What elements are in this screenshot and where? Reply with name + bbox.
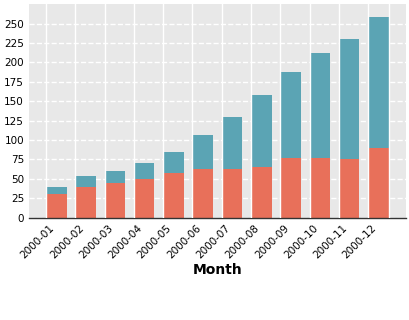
- Bar: [309, 158, 329, 218]
- Bar: [250, 95, 271, 167]
- Bar: [192, 169, 212, 218]
- Bar: [221, 169, 242, 218]
- Bar: [192, 134, 212, 169]
- Bar: [338, 39, 359, 159]
- Bar: [134, 163, 154, 179]
- Bar: [280, 72, 300, 158]
- Bar: [367, 17, 388, 148]
- Bar: [104, 171, 125, 183]
- Bar: [75, 187, 96, 218]
- Bar: [367, 148, 388, 218]
- Bar: [104, 183, 125, 218]
- Bar: [163, 152, 183, 172]
- Bar: [75, 176, 96, 187]
- Bar: [338, 159, 359, 218]
- Bar: [280, 158, 300, 218]
- Bar: [163, 172, 183, 218]
- Bar: [221, 117, 242, 169]
- Bar: [250, 167, 271, 218]
- Bar: [46, 194, 66, 218]
- Bar: [309, 53, 329, 158]
- Bar: [134, 179, 154, 218]
- Bar: [46, 187, 66, 194]
- X-axis label: Month: Month: [192, 263, 242, 277]
